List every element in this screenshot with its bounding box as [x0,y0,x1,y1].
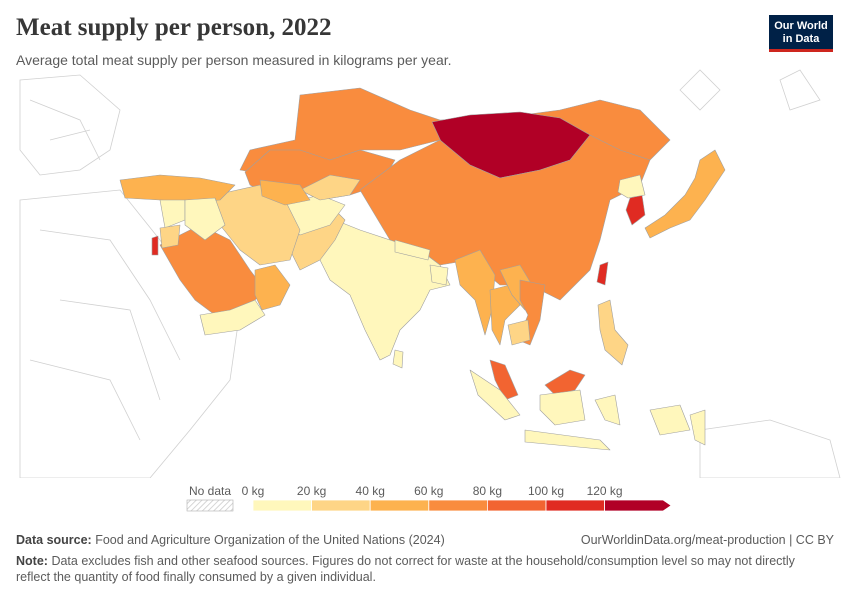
country-indonesia[interactable] [469,369,691,451]
map-legend: No data 0 kg 20 kg 40 kg 60 kg 80 kg 100 kg 12… [186,484,672,512]
owid-logo[interactable]: Our World in Data [769,15,833,52]
country-cambodia[interactable] [507,319,531,346]
note-label: Note: [16,554,48,568]
legend-tick-5: 100 kg [528,484,564,498]
chart-title: Meat supply per person, 2022 [16,14,332,41]
source-text: Food and Agriculture Organization of the… [95,533,445,547]
country-shapes [119,87,726,451]
data-source: Data source: Food and Agriculture Organi… [16,533,445,547]
legend-tick-3: 60 kg [414,484,443,498]
legend-tick-6: 120 kg [587,484,623,498]
chart-note: Note: Data excludes fish and other seafo… [16,553,831,585]
country-taiwan[interactable] [596,261,609,286]
country-sri-lanka[interactable] [392,349,404,369]
legend-tick-labels: 0 kg 20 kg 40 kg 60 kg 80 kg 100 kg 120 kg [242,484,623,498]
country-bangladesh[interactable] [429,264,449,286]
africa-borders [29,229,181,441]
legend-bin-1[interactable] [311,499,371,512]
no-data-label: No data [189,484,231,498]
country-israel[interactable] [151,235,159,256]
no-data-swatch [186,499,234,512]
logo-line-1: Our World [774,20,828,32]
africa-outline [19,189,241,478]
legend-bin-3[interactable] [428,499,488,512]
basemap-outlines [19,69,841,478]
australia-outline [699,419,841,478]
europe-outline [19,74,121,176]
country-uzbekistan[interactable] [299,174,361,201]
legend-tick-4: 80 kg [473,484,502,498]
europe-borders [29,99,101,161]
country-turkmenistan[interactable] [259,179,311,206]
country-nepal[interactable] [394,239,431,261]
country-papua-new-guinea[interactable] [689,409,706,446]
source-label: Data source: [16,533,92,547]
chart-subtitle: Average total meat supply per person mea… [16,52,452,68]
legend-bin-4[interactable] [486,499,547,512]
country-north-korea[interactable] [617,174,646,199]
note-text: Data excludes fish and other seafood sou… [16,554,795,584]
country-jordan[interactable] [159,224,181,249]
legend-tick-0: 0 kg [242,484,265,498]
country-syria[interactable] [159,199,186,229]
legend-bin-6[interactable] [604,499,672,512]
country-south-korea[interactable] [625,194,646,226]
country-philippines[interactable] [597,299,629,366]
legend-tick-1: 20 kg [297,484,326,498]
country-turkey[interactable] [119,174,236,203]
legend-bin-2[interactable] [369,499,430,512]
arctic-islands [679,69,821,111]
logo-line-2: in Data [782,33,820,45]
legend-tick-2: 40 kg [356,484,385,498]
country-yemen[interactable] [199,299,266,336]
country-myanmar[interactable] [454,249,496,336]
source-url-link[interactable]: OurWorldinData.org/meat-production | CC … [580,533,834,547]
choropleth-map [19,69,841,478]
country-japan[interactable] [644,149,726,239]
legend-color-bins [252,499,672,512]
country-oman[interactable] [254,264,291,311]
legend-bin-0[interactable] [252,499,312,512]
legend-bin-5[interactable] [545,499,605,512]
country-iraq[interactable] [184,197,226,241]
